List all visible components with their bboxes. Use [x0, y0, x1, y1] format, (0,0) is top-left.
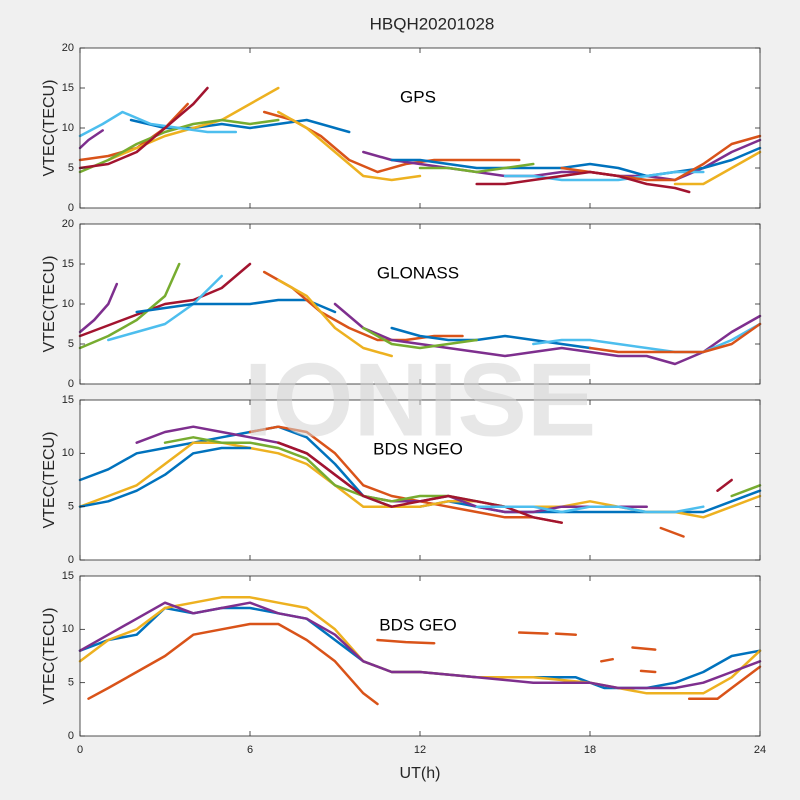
- data-line: [390, 146, 762, 178]
- data-line: [333, 302, 762, 366]
- data-line: [78, 262, 181, 350]
- x-tick-label: 24: [754, 744, 766, 756]
- data-line: [730, 484, 762, 498]
- data-line: [78, 86, 209, 170]
- y-tick-label: 0: [68, 202, 74, 214]
- x-axis-label: UT(h): [400, 765, 441, 782]
- data-line: [78, 282, 119, 334]
- data-line: [277, 441, 563, 524]
- watermark: IONISE: [244, 342, 597, 458]
- data-line: [475, 170, 691, 194]
- data-line: [277, 278, 393, 358]
- data-line: [554, 632, 578, 636]
- data-line: [588, 322, 762, 354]
- y-axis-label: VTEC(TECU): [41, 432, 58, 529]
- data-line: [78, 601, 762, 690]
- data-line: [135, 298, 337, 314]
- y-tick-label: 5: [68, 501, 74, 513]
- subplot: 0 5 10 15 20 GPS VTEC(TECU): [41, 42, 762, 214]
- data-line: [716, 478, 733, 492]
- subplot: 0 5 10 15 0 6 12 18 24 BDS GEO VTEC(TECU) UT(h): [41, 570, 766, 782]
- x-tick-label: 12: [414, 744, 426, 756]
- x-tick-label: 0: [77, 744, 83, 756]
- data-line: [78, 110, 238, 138]
- y-tick-label: 0: [68, 730, 74, 742]
- x-tick-label: 18: [584, 744, 596, 756]
- data-line: [78, 446, 252, 508]
- panel-label: GPS: [400, 87, 436, 106]
- data-line: [376, 638, 436, 645]
- y-tick-label: 15: [62, 82, 74, 94]
- y-tick-label: 5: [68, 162, 74, 174]
- y-tick-label: 5: [68, 338, 74, 350]
- y-tick-label: 0: [68, 378, 74, 390]
- y-tick-label: 5: [68, 677, 74, 689]
- data-line: [631, 646, 657, 651]
- data-line: [78, 262, 252, 338]
- y-tick-label: 15: [62, 394, 74, 406]
- data-line: [390, 326, 592, 350]
- data-line: [659, 526, 685, 538]
- y-tick-label: 20: [62, 218, 74, 230]
- panel-label: BDS GEO: [379, 615, 456, 634]
- panel-label: BDS NGEO: [373, 439, 463, 458]
- data-line: [532, 322, 762, 354]
- y-tick-label: 15: [62, 570, 74, 582]
- y-tick-label: 15: [62, 258, 74, 270]
- y-axis-label: VTEC(TECU): [41, 80, 58, 177]
- subplot: 0 5 10 15 20 GLONASS VTEC(TECU): [41, 218, 762, 390]
- data-line: [600, 657, 614, 663]
- y-tick-label: 20: [62, 42, 74, 54]
- data-line: [687, 665, 762, 700]
- data-line: [277, 110, 422, 182]
- y-tick-label: 10: [62, 447, 74, 459]
- y-tick-label: 10: [62, 122, 74, 134]
- data-line: [673, 150, 762, 186]
- panel-label: GLONASS: [377, 263, 459, 282]
- data-line: [362, 326, 478, 350]
- data-line: [418, 162, 535, 174]
- y-axis-label: VTEC(TECU): [41, 256, 58, 353]
- x-tick-label: 6: [247, 744, 253, 756]
- subplot: 0 5 10 15 BDS NGEO VTEC(TECU): [41, 394, 762, 566]
- data-line: [517, 631, 549, 635]
- data-line: [87, 622, 379, 706]
- y-tick-label: 10: [62, 298, 74, 310]
- y-axis-label: VTEC(TECU): [41, 608, 58, 705]
- data-line: [78, 129, 104, 150]
- axes-background: [80, 576, 760, 736]
- y-tick-label: 10: [62, 623, 74, 635]
- data-line: [475, 505, 705, 514]
- figure-title: HBQH20201028: [370, 14, 495, 33]
- data-line: [107, 274, 223, 342]
- data-line: [503, 170, 705, 182]
- y-tick-label: 0: [68, 554, 74, 566]
- data-line: [639, 669, 657, 674]
- data-line: [107, 86, 280, 162]
